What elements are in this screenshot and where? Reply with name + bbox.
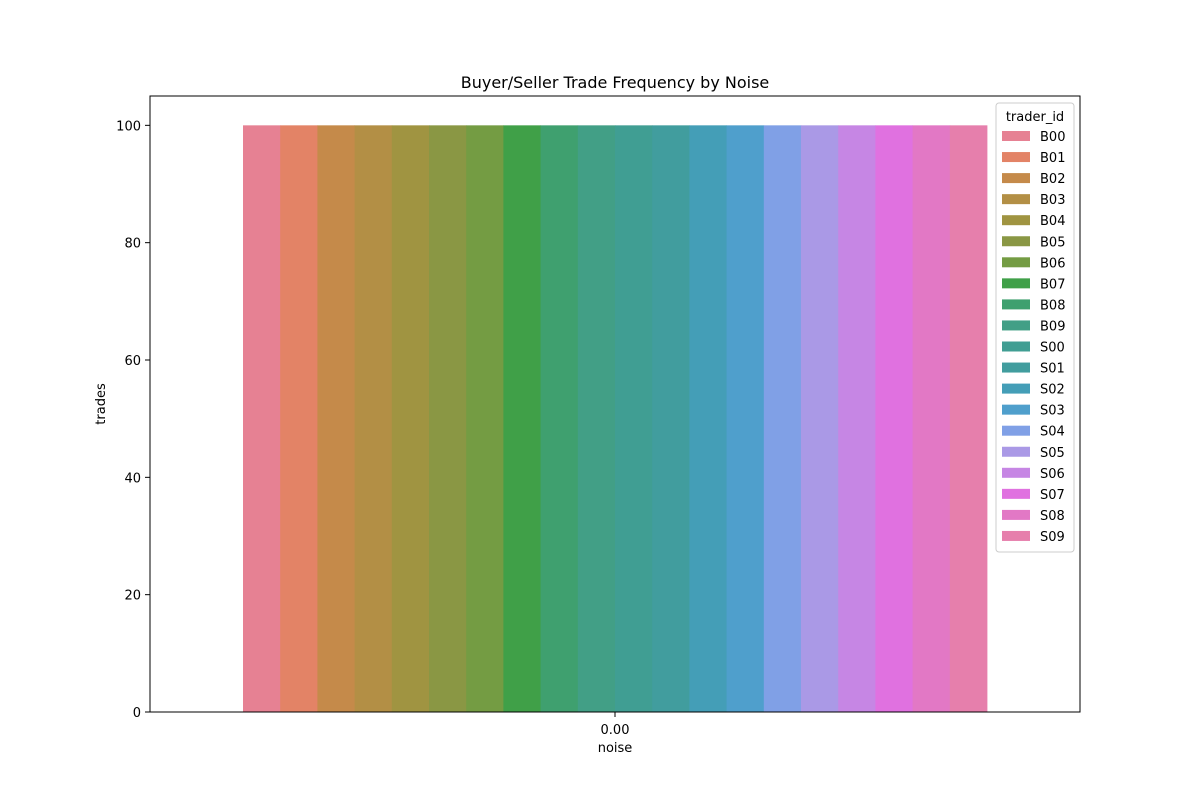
- bar-b03: [354, 125, 393, 713]
- x-tick-label: 0.00: [601, 723, 630, 738]
- legend-label-b09: B09: [1040, 319, 1065, 334]
- legend-swatch-b06: [1002, 257, 1030, 268]
- legend-swatch-b02: [1002, 173, 1030, 184]
- legend-swatch-b01: [1002, 152, 1030, 163]
- bar-s07: [875, 125, 913, 713]
- legend-label-s00: S00: [1040, 341, 1065, 356]
- legend-label-s06: S06: [1040, 467, 1065, 482]
- legend-swatch-s01: [1002, 362, 1030, 373]
- legend-label-b07: B07: [1040, 277, 1065, 292]
- y-tick-label: 60: [124, 354, 141, 369]
- bar-b02: [317, 125, 355, 713]
- legend-label-s03: S03: [1040, 404, 1065, 419]
- bar-b04: [391, 125, 430, 713]
- legend: trader_id B00 B01 B02 B03 B04 B05 B06 B07 B08 B09 S…: [995, 102, 1075, 553]
- legend-label-s09: S09: [1040, 530, 1065, 545]
- legend-label-b08: B08: [1040, 298, 1065, 313]
- legend-label-b04: B04: [1040, 214, 1065, 229]
- legend-swatch-b03: [1002, 194, 1030, 205]
- legend-swatch-s09: [1002, 530, 1030, 541]
- legend-swatch-b05: [1002, 236, 1030, 247]
- y-tick-label: 0: [133, 706, 141, 721]
- legend-swatch-b09: [1002, 320, 1030, 331]
- legend-swatch-s06: [1002, 467, 1030, 478]
- legend-label-s07: S07: [1040, 488, 1065, 503]
- legend-swatch-b04: [1002, 215, 1030, 226]
- legend-swatch-s07: [1002, 488, 1030, 499]
- legend-label-b03: B03: [1040, 193, 1065, 208]
- bar-s06: [838, 125, 876, 713]
- legend-label-b06: B06: [1040, 256, 1065, 271]
- y-tick-label: 80: [124, 237, 141, 252]
- bar-b06: [466, 125, 504, 713]
- legend-swatch-s05: [1002, 446, 1030, 457]
- legend-label-b02: B02: [1040, 172, 1065, 187]
- bar-s00: [615, 125, 653, 713]
- bar-s08: [912, 125, 951, 713]
- legend-label-b05: B05: [1040, 235, 1065, 250]
- y-axis-label: trades: [94, 383, 109, 425]
- legend-title: trader_id: [1006, 110, 1064, 125]
- legend-swatch-s04: [1002, 425, 1030, 436]
- x-axis: 0.00: [601, 712, 630, 738]
- legend-label-s08: S08: [1040, 509, 1065, 524]
- legend-label-s05: S05: [1040, 446, 1065, 461]
- legend-swatch-s00: [1002, 341, 1030, 352]
- y-tick-label: 20: [124, 589, 141, 604]
- bar-b05: [429, 125, 467, 713]
- legend-label-b01: B01: [1040, 151, 1065, 166]
- bar-s03: [726, 125, 765, 713]
- legend-swatch-s02: [1002, 383, 1030, 394]
- bars-group: [243, 125, 988, 713]
- legend-label-s02: S02: [1040, 383, 1065, 398]
- legend-label-s04: S04: [1040, 425, 1065, 440]
- bar-b08: [540, 125, 579, 713]
- legend-swatch-b07: [1002, 278, 1030, 289]
- chart-title: Buyer/Seller Trade Frequency by Noise: [461, 73, 770, 92]
- bar-b00: [243, 125, 281, 713]
- bar-b07: [503, 125, 541, 713]
- legend-swatch-b00: [1002, 131, 1030, 141]
- legend-swatch-s03: [1002, 404, 1030, 415]
- legend-swatch-b08: [1002, 299, 1030, 310]
- y-tick-label: 100: [116, 119, 141, 134]
- y-tick-label: 40: [124, 471, 141, 486]
- x-axis-label: noise: [598, 741, 633, 756]
- bar-s04: [763, 125, 802, 713]
- bar-s01: [652, 125, 690, 713]
- bar-s09: [949, 125, 988, 713]
- legend-label-b00: B00: [1040, 130, 1065, 145]
- bar-b01: [280, 125, 318, 713]
- bar-s05: [801, 125, 839, 713]
- y-axis: 0 20 40 60 80 100: [116, 119, 150, 721]
- legend-label-s01: S01: [1040, 362, 1065, 377]
- legend-swatch-s08: [1002, 509, 1030, 520]
- bar-s02: [689, 125, 727, 713]
- bar-b09: [577, 125, 616, 713]
